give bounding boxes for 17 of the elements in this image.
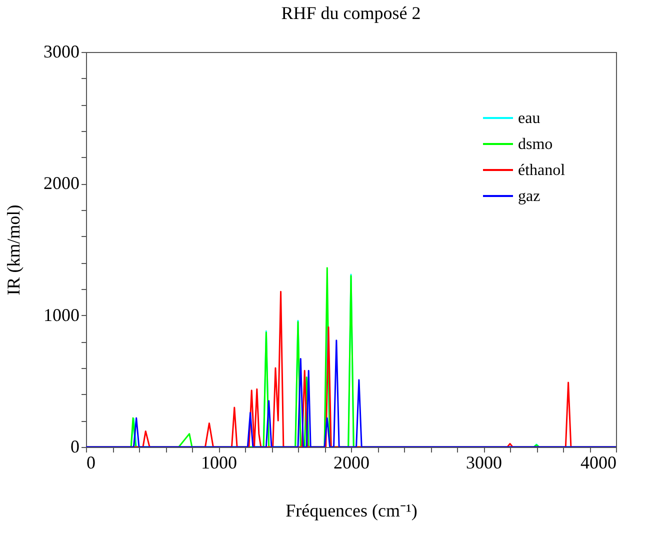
x-tick-label: 3000 [466, 452, 502, 472]
y-tick-label: 0 [70, 436, 80, 456]
chart-title: RHF du composé 2 [281, 3, 421, 23]
legend-label: gaz [518, 188, 540, 205]
y-axis-title: IR (km/mol) [4, 204, 24, 296]
y-tick-label: 3000 [44, 42, 80, 62]
x-tick-label: 2000 [334, 452, 370, 472]
y-tick-label: 1000 [44, 304, 80, 325]
x-tick-label: 4000 [580, 452, 616, 472]
x-tick-label: 0 [86, 452, 96, 472]
legend-label: éthanol [518, 162, 566, 179]
x-tick-label: 1000 [201, 452, 237, 472]
line-series [86, 340, 616, 447]
x-axis-title: Fréquences (cm⁻¹) [286, 500, 418, 520]
legend-label: dsmo [518, 136, 553, 153]
legend-label: eau [518, 110, 540, 127]
y-tick-label: 2000 [44, 173, 80, 194]
